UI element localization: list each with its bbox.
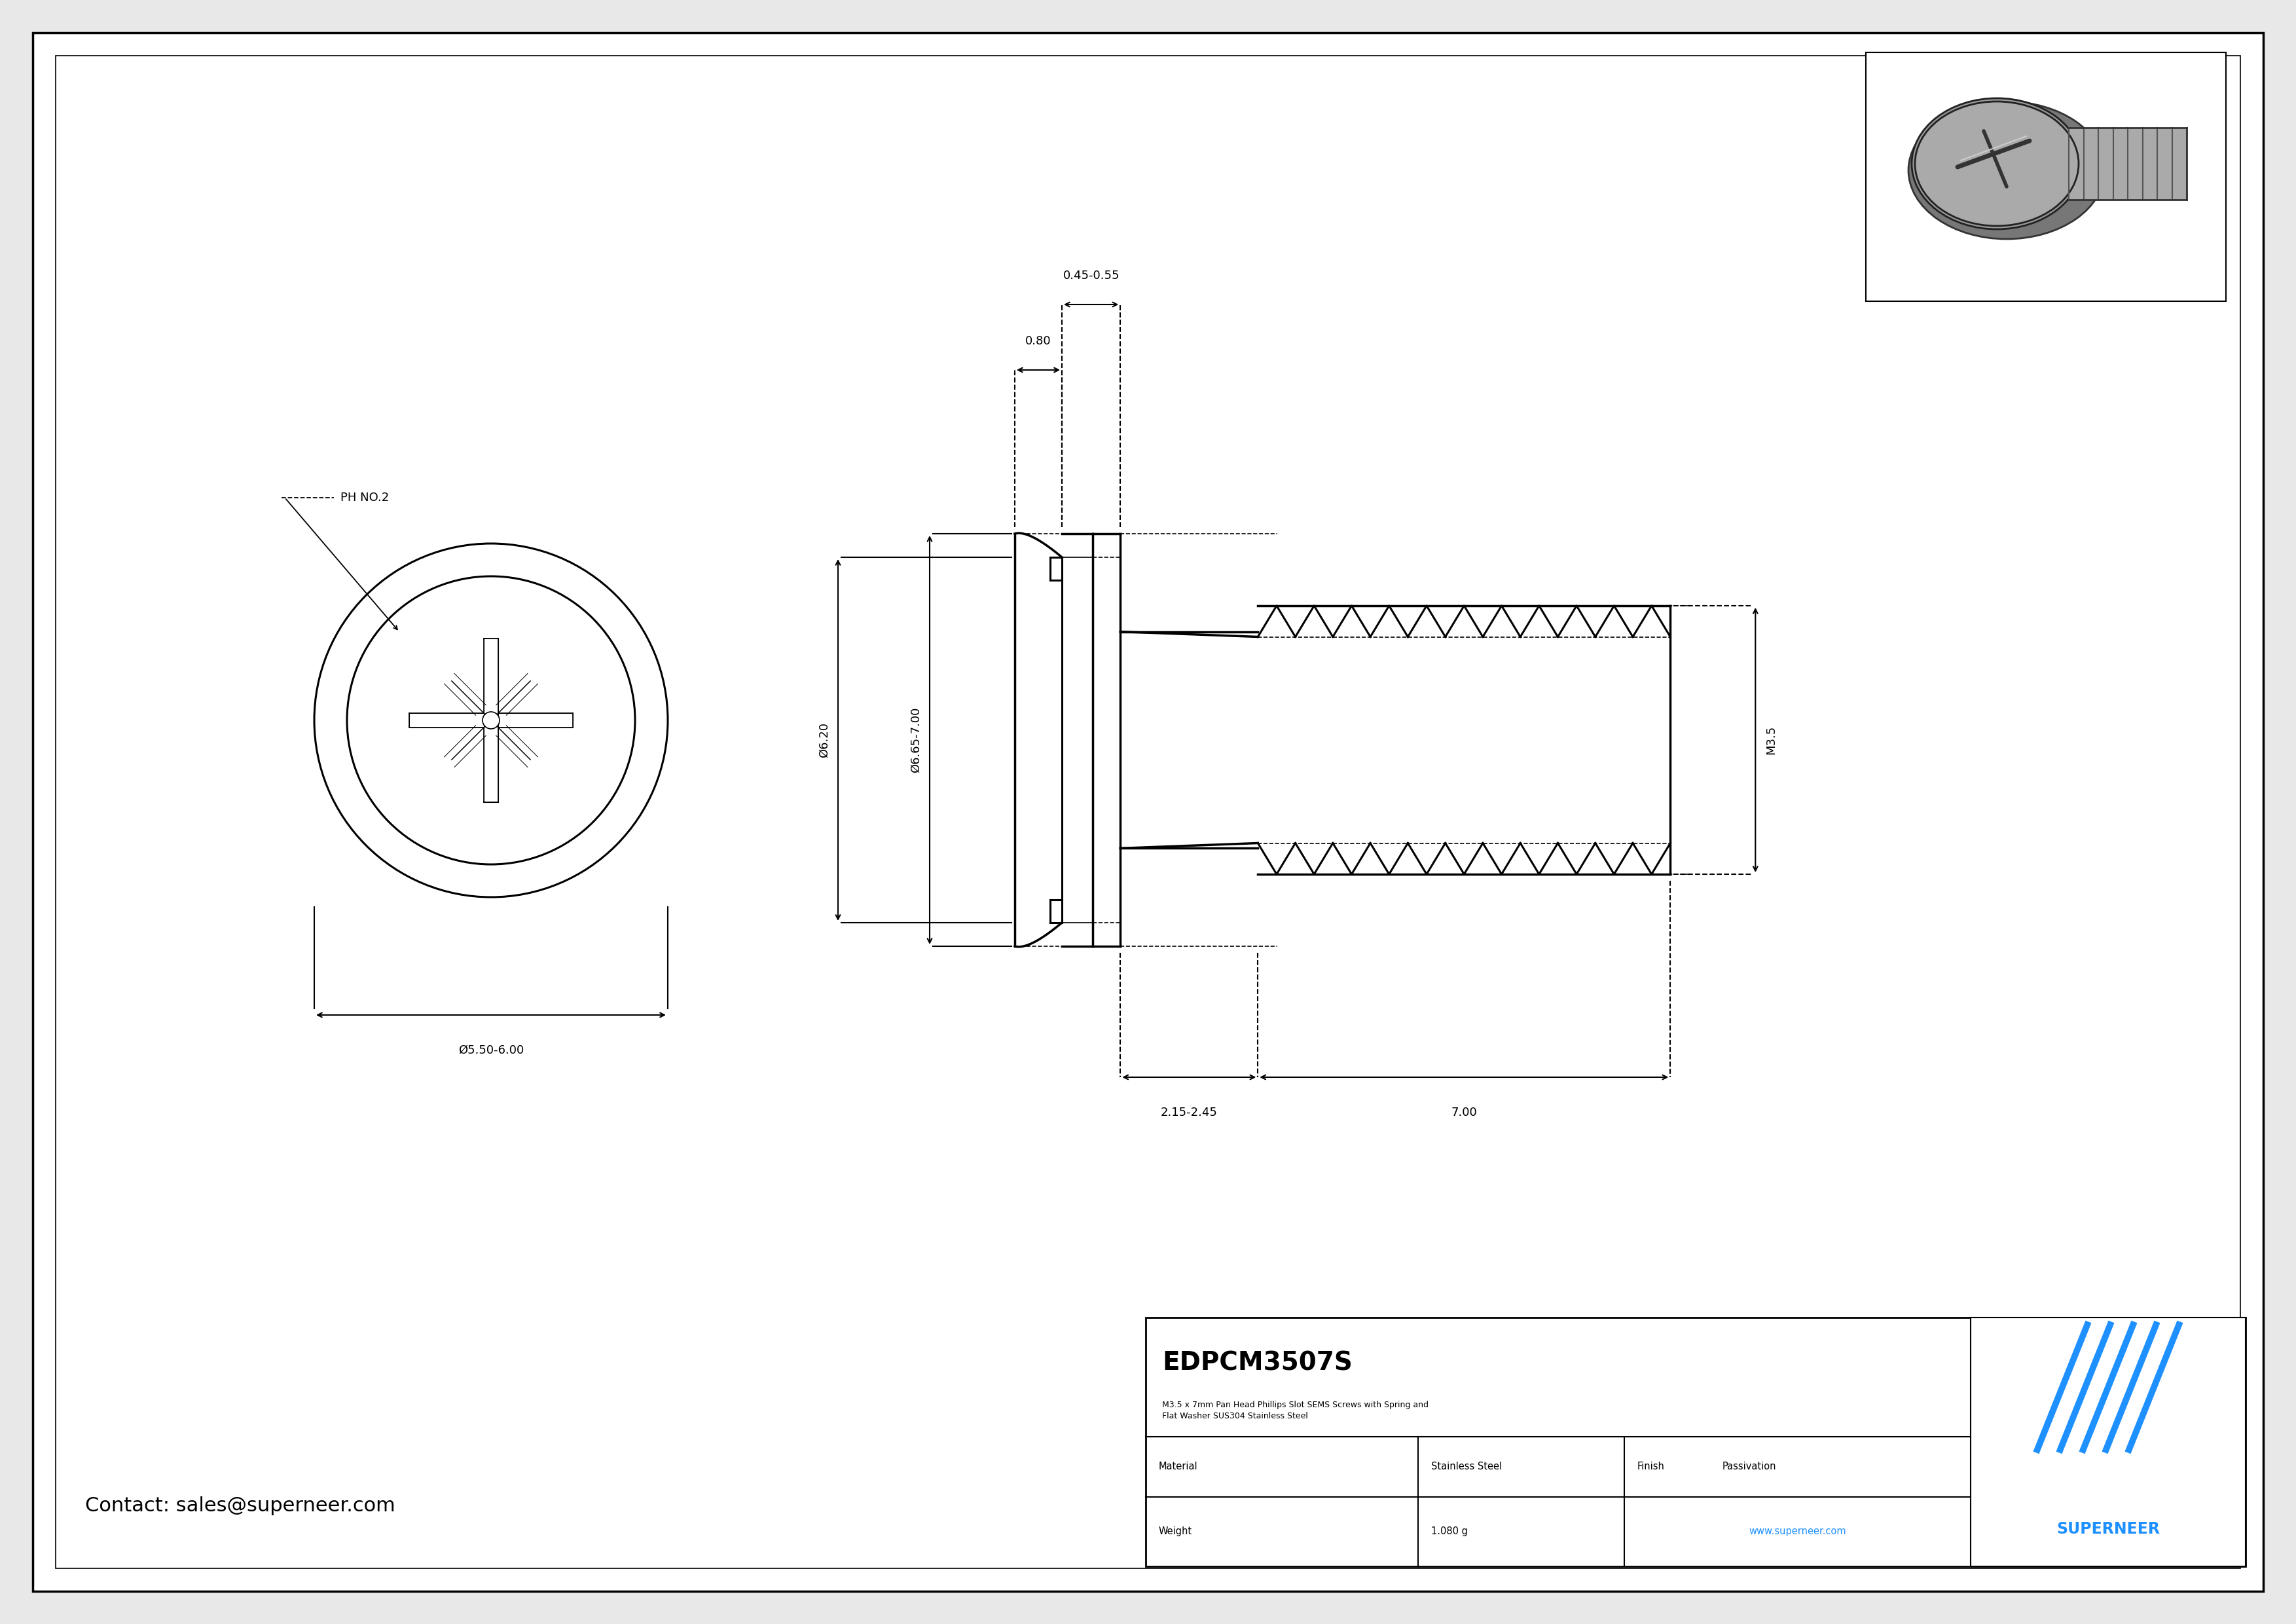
Bar (1867, 52, 2225, 300)
Bar (1146, 1317, 2245, 1567)
Text: SUPERNEER: SUPERNEER (2057, 1522, 2161, 1536)
Text: Ø6.65-7.00: Ø6.65-7.00 (909, 706, 921, 773)
Ellipse shape (1913, 97, 2082, 229)
Text: Passivation: Passivation (1722, 1462, 1777, 1471)
Text: Stainless Steel: Stainless Steel (1430, 1462, 1502, 1471)
Text: 7.00: 7.00 (1451, 1106, 1476, 1119)
Bar (409, 713, 574, 728)
Text: 0.45-0.55: 0.45-0.55 (1063, 270, 1120, 281)
Text: Weight: Weight (1159, 1527, 1192, 1536)
Text: Finish: Finish (1637, 1462, 1665, 1471)
Text: Material: Material (1159, 1462, 1199, 1471)
Ellipse shape (1915, 101, 2078, 226)
Text: 1.080 g: 1.080 g (1430, 1527, 1467, 1536)
Bar (1970, 1317, 2245, 1567)
Text: 2.15-2.45: 2.15-2.45 (1162, 1106, 1217, 1119)
Text: Contact: sales@superneer.com: Contact: sales@superneer.com (85, 1497, 395, 1515)
Text: www.superneer.com: www.superneer.com (1750, 1527, 1846, 1536)
Text: Ø6.20: Ø6.20 (817, 723, 831, 758)
Ellipse shape (1908, 101, 2105, 239)
Text: PH NO.2: PH NO.2 (340, 492, 388, 503)
Text: 0.80: 0.80 (1026, 335, 1052, 348)
Text: M3.5: M3.5 (1766, 726, 1777, 755)
Bar (484, 638, 498, 802)
Text: M3.5 x 7mm Pan Head Phillips Slot SEMS Screws with Spring and
Flat Washer SUS304: M3.5 x 7mm Pan Head Phillips Slot SEMS S… (1162, 1402, 1428, 1421)
Text: EDPCM3507S: EDPCM3507S (1162, 1351, 1352, 1376)
Bar (2069, 128, 2186, 200)
Text: Ø5.50-6.00: Ø5.50-6.00 (459, 1044, 523, 1056)
Circle shape (482, 711, 501, 729)
